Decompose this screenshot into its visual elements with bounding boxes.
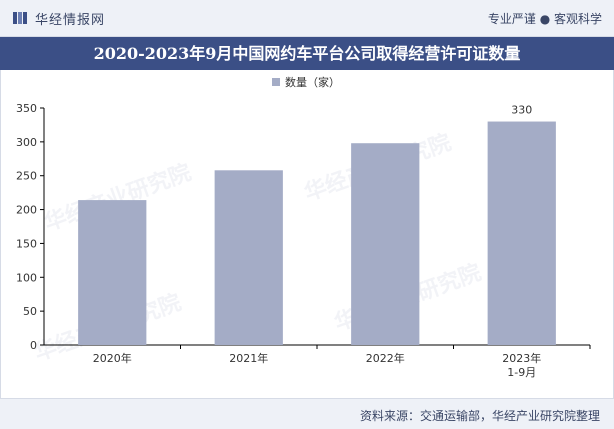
y-tick-label: 150 (16, 237, 37, 250)
slogan: 专业严谨 ● 客观科学 (487, 12, 602, 26)
x-tick-label: 2021年 (229, 351, 268, 365)
title-bar: 2020-2023年9月中国网约车平台公司取得经营许可证数量 (0, 37, 614, 70)
x-tick-label: 2020年 (93, 351, 132, 365)
y-tick-label: 300 (16, 136, 37, 149)
bar (214, 170, 283, 345)
y-tick-label: 100 (16, 271, 37, 284)
y-tick-label: 0 (30, 339, 37, 352)
source-note: 资料来源：交通运输部，华经产业研究院整理 (359, 409, 600, 423)
header-bar: 华经情报网 专业严谨 ● 客观科学 (0, 0, 614, 37)
bar (78, 200, 147, 345)
x-tick-label: 1-9月 (507, 366, 536, 379)
x-tick-label: 2022年 (366, 351, 405, 365)
legend-label: 数量（家） (285, 75, 340, 89)
y-tick-label: 350 (16, 102, 37, 115)
y-tick-label: 50 (23, 305, 37, 318)
brand-name: 华经情报网 (35, 13, 106, 28)
footer-bar: 资料来源：交通运输部，华经产业研究院整理 (0, 398, 614, 429)
bar (487, 121, 556, 345)
y-tick-label: 200 (16, 204, 37, 217)
chart-title: 2020-2023年9月中国网约车平台公司取得经营许可证数量 (93, 44, 521, 63)
bar-chart: 数量（家） 0 50 100 150 200 250 300 350 2020年 2021年 2022… (16, 75, 591, 379)
y-tick-label: 250 (16, 170, 37, 183)
x-tick-label: 2023年 (502, 351, 541, 365)
bar (351, 143, 420, 345)
data-label: 330 (511, 104, 532, 117)
logo-icon (13, 12, 27, 24)
legend-swatch (272, 78, 280, 86)
